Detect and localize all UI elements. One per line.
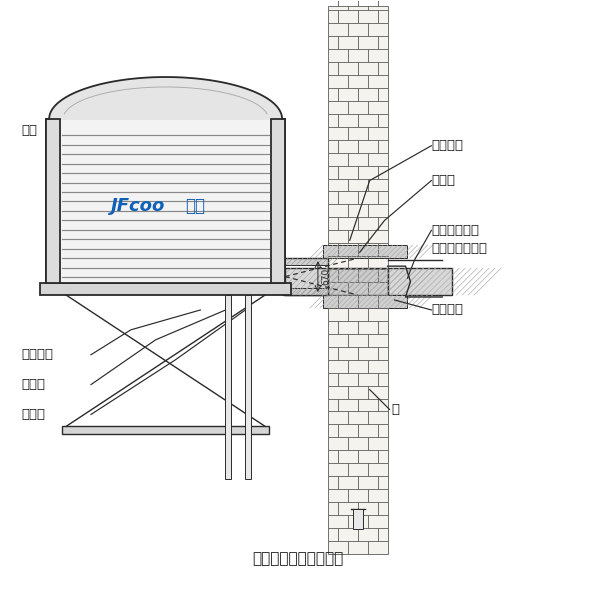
Text: 安装支架: 安装支架: [21, 348, 53, 361]
Bar: [283, 288, 328, 295]
Text: 主机: 主机: [21, 124, 37, 137]
Text: 墙: 墙: [392, 403, 399, 416]
Bar: [225, 295, 231, 479]
Polygon shape: [49, 77, 282, 119]
Bar: [46, 119, 60, 283]
Text: 室内可接风管: 室内可接风管: [432, 224, 479, 237]
Bar: [271, 119, 285, 283]
Text: 佳锋: 佳锋: [186, 197, 205, 215]
Bar: [46, 119, 285, 283]
Text: 防漏措施: 防漏措施: [432, 139, 463, 152]
Bar: [328, 7, 387, 554]
Text: 排水管: 排水管: [21, 378, 45, 391]
Text: 加强筋: 加强筋: [432, 174, 456, 187]
Bar: [62, 427, 269, 434]
Bar: [353, 509, 363, 529]
Text: JFcoo: JFcoo: [110, 197, 165, 215]
Bar: [323, 295, 408, 308]
Bar: [328, 268, 387, 295]
Bar: [245, 295, 251, 479]
Bar: [283, 258, 328, 295]
Bar: [283, 258, 328, 265]
Text: 侧出风机型安装示意图: 侧出风机型安装示意图: [253, 552, 344, 566]
Text: 670: 670: [321, 268, 330, 285]
Text: 消音直管: 消音直管: [432, 303, 463, 317]
Text: 进水管: 进水管: [21, 408, 45, 421]
Text: 及各种可调风咀: 及各种可调风咀: [432, 242, 487, 255]
Bar: [323, 245, 408, 258]
Bar: [387, 268, 453, 295]
Bar: [40, 283, 291, 295]
Bar: [285, 268, 328, 295]
